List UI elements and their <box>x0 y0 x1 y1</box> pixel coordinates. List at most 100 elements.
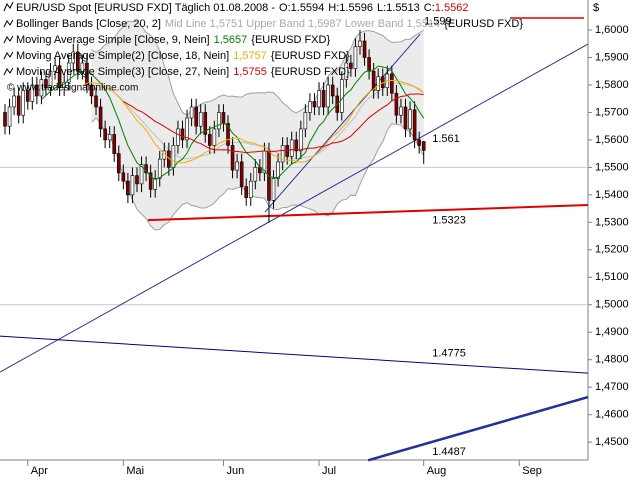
y-tick-label: 1,4800 <box>595 354 629 366</box>
candle-body <box>171 145 176 168</box>
x-tick-label: Mai <box>126 465 144 477</box>
candle-body <box>299 128 303 152</box>
legend-entry: Moving Average Simple(3) [Close, 27, Nei… <box>16 66 350 78</box>
candle-body <box>16 95 21 116</box>
candle-body <box>226 123 230 146</box>
legend-value: 1,5657 <box>214 34 248 46</box>
y-tick-label: 1,5800 <box>595 79 629 91</box>
candle-body <box>353 46 358 69</box>
trend-line-label: 1.4487 <box>432 446 466 458</box>
trend-line-label: 1.561 <box>432 133 460 145</box>
candle-body <box>408 109 412 130</box>
candle-body <box>103 128 107 141</box>
candle-body <box>394 92 399 116</box>
ohlc-value: 1.5596 <box>339 2 373 14</box>
ohlc-label: H: <box>328 2 339 14</box>
candle-body <box>112 134 117 154</box>
legend-icon <box>3 67 14 76</box>
candle-body <box>76 51 80 72</box>
y-tick-label: 1,5000 <box>595 299 629 311</box>
x-tick-label: Sep <box>522 465 542 477</box>
header: EUR/USD Spot [EURUSD FXD] Täglich 01.08.… <box>16 2 468 14</box>
ohlc-label: L: <box>377 2 386 14</box>
moving-average <box>41 65 425 180</box>
currency-label: $ <box>593 2 599 14</box>
candle-body <box>326 84 330 108</box>
y-tick-label: 1,4700 <box>595 381 629 393</box>
candle-body <box>25 90 30 102</box>
candle-body <box>239 161 244 187</box>
candle-body <box>221 112 226 124</box>
candle-body <box>339 79 344 113</box>
candle-body <box>344 62 349 80</box>
x-tick-label: Jun <box>226 465 244 477</box>
candle-body <box>35 84 39 97</box>
y-tick-label: 1,5200 <box>595 244 629 256</box>
ohlc-value: 1.5594 <box>291 2 325 14</box>
watermark: © www.tradesignalonline.com <box>7 83 138 94</box>
candle-body <box>198 112 203 127</box>
y-tick-label: 1,5700 <box>595 106 629 118</box>
header-icon <box>3 1 14 12</box>
candle-body <box>21 90 26 116</box>
candle-body <box>303 112 308 130</box>
candle-body <box>253 167 258 182</box>
candle-body <box>217 112 221 130</box>
legend-icon <box>3 19 14 28</box>
ohlc-label: C: <box>424 2 435 14</box>
candle-body <box>57 65 62 89</box>
y-tick-label: 1,5900 <box>595 51 629 63</box>
legend-icon <box>3 51 14 60</box>
legend-value: Mid Line 1,5751 Upper Band 1,5987 Lower … <box>165 18 440 30</box>
header-title: EUR/USD Spot [EURUSD FXD] Täglich 01.08.… <box>16 2 275 14</box>
candle-body <box>280 145 285 163</box>
candle-body <box>48 70 53 89</box>
candle-body <box>7 106 12 127</box>
legend-suffix: {EURUSD FXD} <box>271 66 350 78</box>
legend-entry: Moving Average Simple(2) [Close, 18, Nei… <box>16 50 350 62</box>
candle-body <box>130 175 135 196</box>
candle-body <box>376 76 380 91</box>
candle-body <box>44 79 48 89</box>
trend-line <box>0 43 589 373</box>
y-tick-label: 1,5300 <box>595 216 629 228</box>
legend-icon <box>3 35 14 44</box>
legend-text: Moving Average Simple(2) [Close, 18, Nei… <box>16 50 229 62</box>
legend-suffix: {EURUSD FXD} <box>444 18 523 30</box>
y-tick-label: 1,5600 <box>595 134 629 146</box>
legend-value: 1,5757 <box>233 50 267 62</box>
x-tick-label: Jul <box>322 465 336 477</box>
candle-body <box>121 172 126 182</box>
moving-average <box>82 79 425 164</box>
candle-body <box>135 175 139 185</box>
y-tick-label: 1,4500 <box>595 436 629 448</box>
candle-body <box>244 186 249 198</box>
candle-body <box>230 145 235 171</box>
candle-body <box>208 134 212 146</box>
candle-body <box>116 153 121 174</box>
candle-body <box>126 180 130 196</box>
candle-body <box>185 117 189 141</box>
candle-body <box>212 128 217 146</box>
candle-body <box>176 128 180 146</box>
candle-body <box>248 180 253 198</box>
candle-body <box>367 57 371 72</box>
candle-body <box>30 84 35 102</box>
candle-body <box>194 106 198 127</box>
candle-body <box>85 62 89 86</box>
candle-body <box>148 172 153 190</box>
x-tick-label: Apr <box>31 465 48 477</box>
candle-body <box>289 139 294 157</box>
legend-entry: Moving Average Simple [Close, 9, Nein] 1,… <box>16 34 330 46</box>
y-tick-label: 1,6000 <box>595 24 629 36</box>
candle-body <box>107 134 112 141</box>
candle-body <box>308 101 312 113</box>
candle-body <box>189 106 194 119</box>
candle-body <box>235 161 239 171</box>
candle-body <box>98 106 103 130</box>
ma-layer <box>41 65 425 180</box>
y-tick-label: 1,4600 <box>595 409 629 421</box>
candle-body <box>399 106 403 116</box>
moving-average <box>123 93 424 154</box>
